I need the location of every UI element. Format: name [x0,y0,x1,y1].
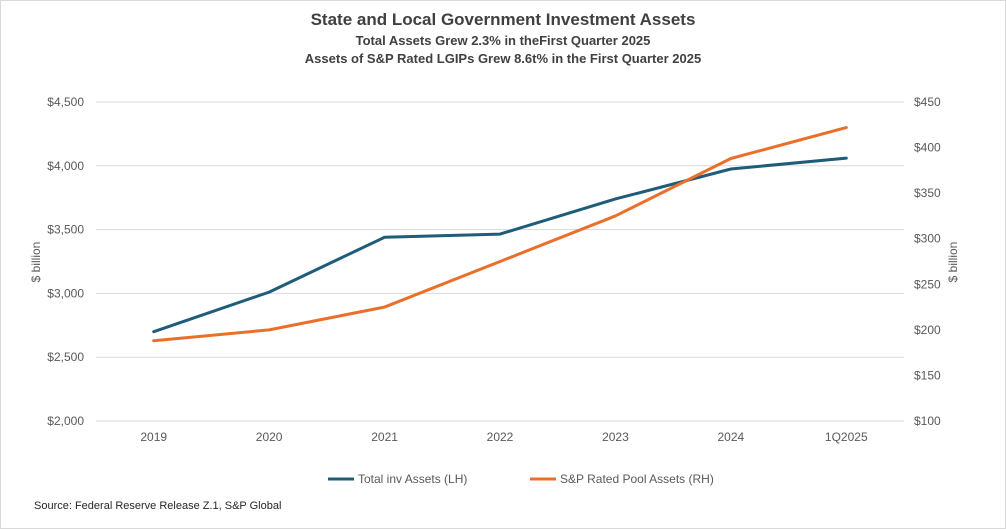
x-tick-label: 2019 [140,430,167,444]
x-tick-label: 2021 [371,430,398,444]
y-axis-right-ticks: $100 $150 $200 $250 $300 $350 $400 $450 [914,95,941,428]
y-left-tick-label: $4,000 [47,159,84,173]
y-left-tick-label: $3,500 [47,223,84,237]
y-right-tick-label: $400 [914,141,941,155]
y-right-tick-label: $350 [914,186,941,200]
series-line-2 [152,126,848,343]
y-right-tick-label: $100 [914,414,941,428]
y-right-tick-label: $250 [914,277,941,291]
source-note: Source: Federal Reserve Release Z.1, S&P… [34,500,282,512]
x-axis-ticks: 2019 2020 2021 2022 2023 2024 1Q2025 [140,430,868,444]
x-tick-label: 2024 [718,430,745,444]
y-right-tick-label: $300 [914,232,941,246]
y-axis-left-ticks: $2,000 $2,500 $3,000 $3,500 $4,000 $4,500 [47,95,84,428]
legend: Total inv Assets (LH) S&P Rated Pool Asse… [328,472,714,486]
chart-subtitle-2: Assets of S&P Rated LGIPs Grew 8.6t% in … [304,51,702,66]
y-left-tick-label: $2,000 [47,414,84,428]
y-right-tick-label: $450 [914,95,941,109]
x-tick-label: 2022 [487,430,514,444]
series-lines [152,126,848,343]
y-right-tick-label: $200 [914,323,941,337]
legend-label-2: S&P Rated Pool Assets (RH) [560,472,714,486]
y-axis-left-title: $ billion [29,242,43,283]
x-tick-label: 2023 [602,430,629,444]
series-line-1 [152,156,848,334]
y-right-tick-label: $150 [914,368,941,382]
x-tick-label: 1Q2025 [825,430,868,444]
y-axis-right-title: $ billion [946,242,960,283]
legend-label-1: Total inv Assets (LH) [358,472,467,486]
y-left-tick-label: $4,500 [47,95,84,109]
gridlines [96,101,904,422]
x-tick-label: 2020 [256,430,283,444]
chart-title: State and Local Government Investment As… [310,10,696,29]
chart-subtitle-1: Total Assets Grew 2.3% in theFirst Quart… [355,33,651,48]
y-left-tick-label: $2,500 [47,350,84,364]
y-left-tick-label: $3,000 [47,286,84,300]
